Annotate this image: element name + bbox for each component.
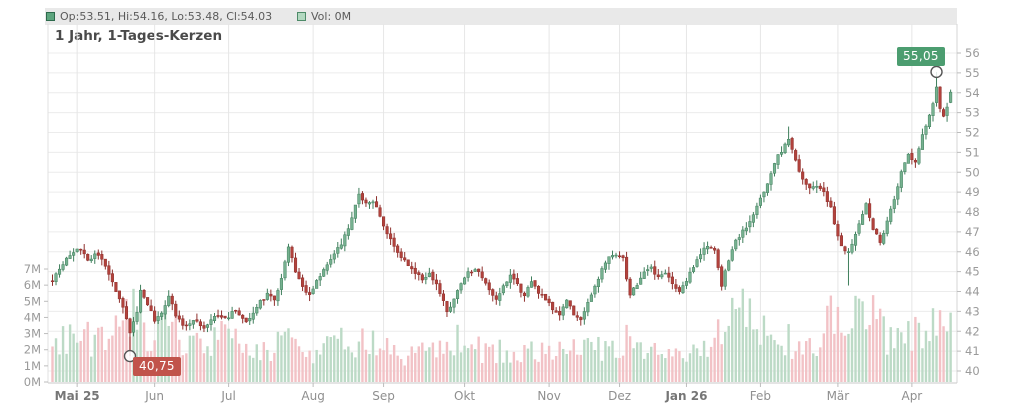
svg-text:Dez: Dez	[608, 389, 631, 403]
svg-text:Aug: Aug	[301, 389, 324, 403]
svg-text:55: 55	[965, 66, 980, 80]
svg-text:Feb: Feb	[750, 389, 771, 403]
svg-text:1M: 1M	[24, 359, 41, 373]
low-price-badge: 40,75	[133, 357, 181, 376]
ohlc-legend: Op:53.51, Hi:54.16, Lo:53.48, Cl:54.03	[46, 9, 272, 24]
svg-text:Jul: Jul	[220, 389, 235, 403]
svg-text:45: 45	[965, 265, 980, 279]
svg-text:0M: 0M	[24, 375, 41, 389]
svg-text:54: 54	[965, 86, 980, 100]
svg-text:2M: 2M	[24, 343, 41, 357]
chart-title: 1 Jahr, 1-Tages-Kerzen	[55, 28, 223, 44]
volume-legend-text: Vol: 0M	[311, 10, 352, 23]
svg-text:6M: 6M	[24, 278, 41, 292]
legend-strip	[45, 8, 957, 25]
svg-text:41: 41	[965, 344, 980, 358]
svg-text:5M: 5M	[24, 294, 41, 308]
volume-legend: Vol: 0M	[297, 9, 351, 24]
svg-text:Okt: Okt	[454, 389, 475, 403]
svg-text:43: 43	[965, 304, 980, 318]
svg-text:Sep: Sep	[372, 389, 395, 403]
svg-text:44: 44	[965, 285, 980, 299]
svg-text:4M: 4M	[24, 310, 41, 324]
svg-text:56: 56	[965, 46, 980, 60]
svg-text:3M: 3M	[24, 327, 41, 341]
candle-series-swatch-icon	[46, 12, 55, 21]
ohlc-legend-text: Op:53.51, Hi:54.16, Lo:53.48, Cl:54.03	[60, 10, 273, 23]
svg-text:52: 52	[965, 126, 980, 140]
volume-series-swatch-icon	[297, 12, 306, 21]
svg-text:50: 50	[965, 165, 980, 179]
svg-text:7M: 7M	[24, 262, 41, 276]
svg-text:Nov: Nov	[537, 389, 560, 403]
svg-text:53: 53	[965, 106, 980, 120]
svg-text:40: 40	[965, 364, 980, 378]
svg-text:51: 51	[965, 145, 980, 159]
svg-text:Mai 25: Mai 25	[55, 389, 100, 403]
svg-text:42: 42	[965, 324, 980, 338]
svg-text:Apr: Apr	[901, 389, 922, 403]
svg-text:Jun: Jun	[144, 389, 164, 403]
svg-text:46: 46	[965, 245, 980, 259]
svg-text:49: 49	[965, 185, 980, 199]
svg-text:47: 47	[965, 225, 980, 239]
high-price-badge: 55,05	[897, 47, 945, 66]
svg-text:Jan 26: Jan 26	[664, 389, 707, 403]
svg-text:Mär: Mär	[827, 389, 850, 403]
svg-text:48: 48	[965, 205, 980, 219]
